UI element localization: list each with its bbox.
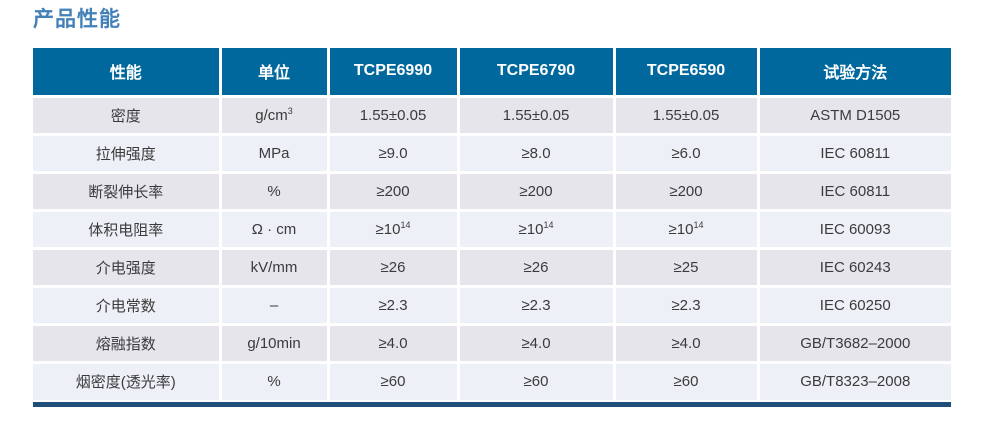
cell-tcpe6590: ≥4.0	[614, 324, 760, 364]
cell-test-method: IEC 60243	[758, 248, 951, 288]
product-performance-table: 性能 单位 TCPE6990 TCPE6790 TCPE6590 试验方法 密度…	[33, 48, 951, 400]
cell-tcpe6790: ≥60	[458, 362, 616, 400]
cell-test-method: IEC 60250	[758, 286, 951, 326]
cell-test-method: IEC 60811	[758, 134, 951, 174]
table-row: 熔融指数 g/10min ≥4.0 ≥4.0 ≥4.0 GB/T3682–200…	[33, 324, 951, 364]
cell-property: 烟密度(透光率)	[33, 362, 222, 400]
table-row: 体积电阻率 Ω · cm ≥1014 ≥1014 ≥1014 IEC 60093	[33, 210, 951, 250]
table-row: 密度 g/cm3 1.55±0.05 1.55±0.05 1.55±0.05 A…	[33, 96, 951, 136]
cell-tcpe6790: ≥8.0	[458, 134, 616, 174]
table-row: 介电常数 – ≥2.3 ≥2.3 ≥2.3 IEC 60250	[33, 286, 951, 326]
cell-test-method: IEC 60811	[758, 172, 951, 212]
col-header-unit: 单位	[220, 48, 330, 98]
cell-tcpe6590: ≥25	[614, 248, 760, 288]
cell-property: 断裂伸长率	[33, 172, 222, 212]
cell-property: 体积电阻率	[33, 210, 222, 250]
table-row: 拉伸强度 MPa ≥9.0 ≥8.0 ≥6.0 IEC 60811	[33, 134, 951, 174]
cell-tcpe6990: ≥60	[328, 362, 460, 400]
cell-tcpe6590: ≥60	[614, 362, 760, 400]
col-header-tcpe6790: TCPE6790	[458, 48, 616, 98]
table-container: 性能 单位 TCPE6990 TCPE6790 TCPE6590 试验方法 密度…	[33, 48, 951, 407]
cell-tcpe6590: 1.55±0.05	[614, 96, 760, 136]
cell-unit: g/10min	[220, 324, 330, 364]
cell-unit: kV/mm	[220, 248, 330, 288]
cell-tcpe6990: ≥2.3	[328, 286, 460, 326]
cell-unit: g/cm3	[220, 96, 330, 136]
cell-tcpe6790: ≥26	[458, 248, 616, 288]
cell-property: 密度	[33, 96, 222, 136]
cell-property: 拉伸强度	[33, 134, 222, 174]
cell-tcpe6790: 1.55±0.05	[458, 96, 616, 136]
value-superscript: 14	[400, 219, 411, 230]
cell-unit: MPa	[220, 134, 330, 174]
col-header-performance: 性能	[33, 48, 222, 98]
cell-tcpe6590: ≥6.0	[614, 134, 760, 174]
cell-test-method: IEC 60093	[758, 210, 951, 250]
cell-tcpe6590: ≥1014	[614, 210, 760, 250]
cell-tcpe6790: ≥4.0	[458, 324, 616, 364]
col-header-tcpe6590: TCPE6590	[614, 48, 760, 98]
cell-unit: Ω · cm	[220, 210, 330, 250]
table-header-row: 性能 单位 TCPE6990 TCPE6790 TCPE6590 试验方法	[33, 48, 951, 98]
product-performance-page: 产品性能 性能 单位 TCPE6990 TCPE6790 TCPE6590 试验…	[33, 8, 951, 407]
cell-unit: –	[220, 286, 330, 326]
cell-tcpe6990: 1.55±0.05	[328, 96, 460, 136]
cell-property: 熔融指数	[33, 324, 222, 364]
cell-tcpe6990: ≥4.0	[328, 324, 460, 364]
table-row: 断裂伸长率 % ≥200 ≥200 ≥200 IEC 60811	[33, 172, 951, 212]
cell-tcpe6590: ≥2.3	[614, 286, 760, 326]
table-row: 介电强度 kV/mm ≥26 ≥26 ≥25 IEC 60243	[33, 248, 951, 288]
cell-tcpe6590: ≥200	[614, 172, 760, 212]
cell-tcpe6990: ≥200	[328, 172, 460, 212]
cell-property: 介电强度	[33, 248, 222, 288]
col-header-test-method: 试验方法	[758, 48, 951, 98]
page-title: 产品性能	[33, 8, 121, 31]
cell-test-method: ASTM D1505	[758, 96, 951, 136]
table-row: 烟密度(透光率) % ≥60 ≥60 ≥60 GB/T8323–2008	[33, 362, 951, 400]
cell-test-method: GB/T3682–2000	[758, 324, 951, 364]
unit-superscript: 3	[287, 105, 293, 116]
cell-test-method: GB/T8323–2008	[758, 362, 951, 400]
value-superscript: 14	[693, 219, 704, 230]
value-superscript: 14	[543, 219, 554, 230]
cell-tcpe6790: ≥2.3	[458, 286, 616, 326]
col-header-tcpe6990: TCPE6990	[328, 48, 460, 98]
cell-tcpe6990: ≥26	[328, 248, 460, 288]
cell-tcpe6990: ≥9.0	[328, 134, 460, 174]
cell-property: 介电常数	[33, 286, 222, 326]
cell-tcpe6990: ≥1014	[328, 210, 460, 250]
cell-tcpe6790: ≥200	[458, 172, 616, 212]
cell-tcpe6790: ≥1014	[458, 210, 616, 250]
cell-unit: %	[220, 362, 330, 400]
cell-unit: %	[220, 172, 330, 212]
table-bottom-accent-bar	[33, 402, 951, 407]
